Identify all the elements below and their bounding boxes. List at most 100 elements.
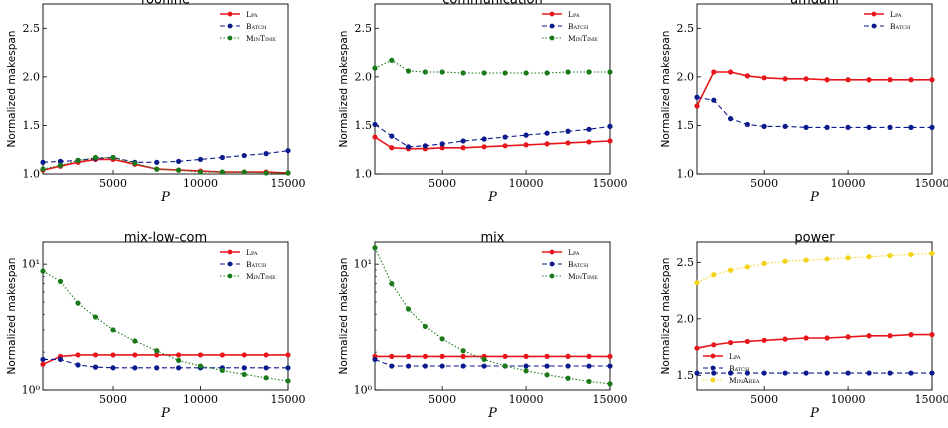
legend-marker-Lpa <box>227 11 233 17</box>
data-point-Batch <box>908 370 914 376</box>
data-point-MinTime <box>607 381 613 387</box>
data-point-Batch <box>481 363 487 369</box>
legend-label-Lpa: Lpa <box>246 248 258 257</box>
y-tick-label: 2.5 <box>677 22 695 35</box>
data-point-Lpa <box>75 352 81 358</box>
legend-marker-MinTime <box>549 273 555 279</box>
data-point-Batch <box>241 365 247 371</box>
data-point-Batch <box>40 356 46 363</box>
data-point-Lpa <box>744 73 750 79</box>
y-axis-label: Normalized makespan <box>338 31 350 148</box>
data-point-MinTime <box>40 268 46 274</box>
data-point-MinTime <box>502 70 508 76</box>
x-tick-label: 5000 <box>99 393 127 406</box>
y-axis-label: Normalized makespan <box>660 258 672 375</box>
data-point-Lpa <box>565 140 571 146</box>
y-tick-label: 2.5 <box>23 22 41 35</box>
data-point-MinTime <box>389 281 395 287</box>
data-point-Batch <box>744 121 750 128</box>
legend-marker-Lpa <box>549 11 555 17</box>
data-point-MinTime <box>57 278 64 284</box>
legend-label-Batch: Batch <box>729 364 750 373</box>
data-point-Batch <box>523 132 529 138</box>
data-point-Batch <box>481 136 487 142</box>
x-tick-label: 5000 <box>99 177 127 190</box>
y-tick-label: 1.0 <box>355 168 373 181</box>
x-tick-label: 10000 <box>831 393 866 406</box>
x-tick-label: 10000 <box>509 393 544 406</box>
data-point-Batch <box>782 123 788 129</box>
data-point-Lpa <box>40 361 46 367</box>
data-point-MinTime <box>219 169 225 175</box>
data-point-MinTime <box>263 170 269 176</box>
data-point-Batch <box>929 124 935 130</box>
data-point-Lpa <box>439 145 445 151</box>
data-point-MinArea <box>727 267 734 273</box>
data-point-MinTime <box>607 69 613 75</box>
data-point-MinTime <box>92 314 99 320</box>
data-point-Batch <box>586 363 592 369</box>
data-point-MinTime <box>132 160 138 166</box>
legend-marker-Batch <box>710 365 716 371</box>
data-point-MinTime <box>544 372 550 378</box>
data-point-MinTime <box>586 378 592 385</box>
data-point-Lpa <box>803 76 809 82</box>
data-point-Lpa <box>372 134 378 140</box>
y-tick-label: 10⁰ <box>22 384 41 397</box>
legend: Lpa Batch MinTime <box>542 248 598 281</box>
x-tick-label: 5000 <box>750 177 778 190</box>
legend-label-Lpa: Lpa <box>568 248 580 257</box>
legend-label-MinTime: MinTime <box>246 272 276 281</box>
data-point-Batch <box>586 126 592 132</box>
data-point-Batch <box>197 156 204 163</box>
data-point-Batch <box>694 370 700 376</box>
data-point-MinTime <box>523 70 529 76</box>
y-tick-label: 1.5 <box>23 119 41 132</box>
data-point-MinTime <box>439 69 445 75</box>
data-point-Batch <box>405 363 412 369</box>
data-point-MinTime <box>75 300 81 306</box>
legend-label-Batch: Batch <box>246 22 267 31</box>
data-point-Batch <box>887 124 893 130</box>
data-point-Lpa <box>727 69 734 75</box>
data-point-MinArea <box>929 250 935 256</box>
legend-marker-Lpa <box>227 249 233 255</box>
x-tick-label: 10000 <box>183 393 218 406</box>
data-point-Batch <box>285 365 291 371</box>
data-point-MinTime <box>405 306 412 312</box>
data-point-Batch <box>866 124 872 130</box>
data-point-Lpa <box>502 353 508 359</box>
series-line-MinArea <box>696 252 933 284</box>
data-point-MinTime <box>565 375 571 381</box>
legend-marker-Lpa <box>871 11 877 17</box>
legend-marker-MinTime <box>227 273 233 279</box>
series-line-Lpa <box>696 71 932 107</box>
data-point-Batch <box>75 362 81 368</box>
data-point-Batch <box>908 124 914 130</box>
data-point-Lpa <box>929 332 935 338</box>
data-point-Batch <box>544 363 550 369</box>
data-point-Batch <box>154 365 160 371</box>
data-point-MinTime <box>263 375 269 381</box>
data-point-Batch <box>761 370 767 376</box>
data-point-Batch <box>57 356 64 363</box>
data-point-Batch <box>263 151 269 157</box>
legend-label-Lpa: Lpa <box>729 352 741 361</box>
data-point-Lpa <box>176 352 182 358</box>
data-point-MinTime <box>405 68 412 74</box>
data-point-Batch <box>694 94 700 100</box>
data-point-MinArea <box>845 255 851 261</box>
data-point-MinTime <box>389 57 395 63</box>
chart-title: power <box>794 231 835 246</box>
data-point-Lpa <box>607 138 613 144</box>
data-point-MinArea <box>744 264 750 270</box>
plot-frame <box>696 3 933 175</box>
data-point-Lpa <box>523 353 529 359</box>
data-point-Lpa <box>727 339 734 346</box>
y-tick-label: 2.0 <box>677 312 695 325</box>
x-axis-label: P <box>809 406 819 421</box>
data-point-MinTime <box>154 348 160 354</box>
data-point-MinTime <box>219 367 225 374</box>
data-point-MinTime <box>460 70 466 76</box>
data-point-Batch <box>502 134 508 140</box>
